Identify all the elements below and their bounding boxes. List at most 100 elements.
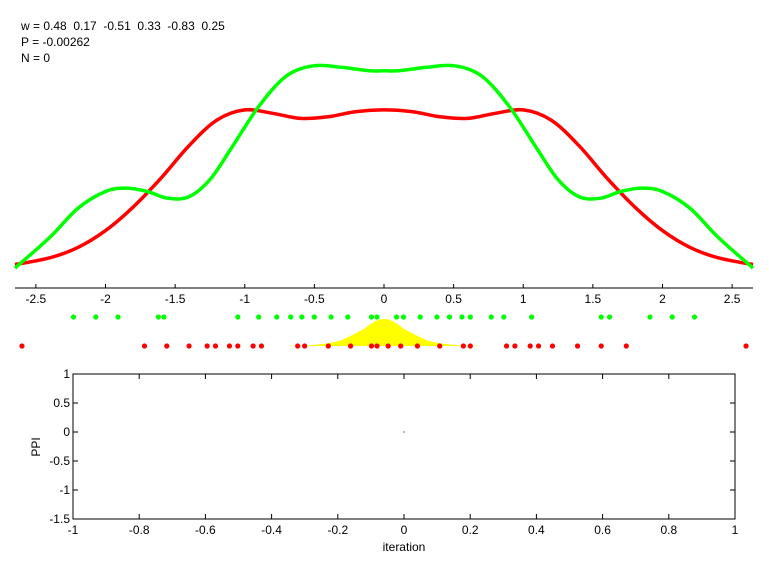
red-point bbox=[549, 343, 556, 349]
ppi-x-tick-label: -0.2 bbox=[327, 523, 348, 537]
ppi-y-tick-label: 1 bbox=[63, 367, 70, 381]
top-x-tick-label: 2.5 bbox=[724, 292, 741, 306]
red-curve bbox=[14, 107, 754, 267]
ppi-y-tick-label: -1.5 bbox=[49, 512, 70, 526]
red-point bbox=[527, 343, 533, 349]
green-point bbox=[467, 314, 473, 320]
ppi-x-tick-label: 0.6 bbox=[594, 523, 611, 537]
green-point bbox=[288, 314, 294, 320]
density-fill bbox=[283, 319, 485, 346]
green-point bbox=[446, 314, 453, 320]
green-point bbox=[606, 314, 613, 320]
point-strip bbox=[19, 314, 749, 349]
red-point bbox=[325, 343, 331, 349]
red-point bbox=[574, 343, 581, 349]
top-x-tick-label: -1 bbox=[239, 292, 250, 306]
green-point bbox=[501, 314, 507, 320]
red-point bbox=[295, 343, 301, 349]
red-point bbox=[250, 343, 256, 349]
red-points bbox=[19, 343, 749, 349]
green-point bbox=[256, 314, 262, 320]
green-point bbox=[311, 314, 317, 320]
top-x-tick-label: 0.5 bbox=[445, 292, 462, 306]
green-point bbox=[393, 314, 400, 320]
ppi-y-tick-label: -1 bbox=[59, 483, 70, 497]
top-x-ticks: -2.5 -2 -1.5 -1 -0.5 0 0.5 1 1.5 2 2.5 bbox=[26, 284, 741, 306]
red-point bbox=[623, 343, 629, 349]
red-point bbox=[414, 343, 421, 349]
red-point bbox=[347, 343, 354, 349]
green-point bbox=[374, 314, 380, 320]
ppi-x-tick-label: -0.8 bbox=[129, 523, 150, 537]
n-count-label: N = 0 bbox=[21, 51, 50, 65]
ppi-x-tick-label: 1 bbox=[732, 523, 739, 537]
top-x-tick-label: -2 bbox=[100, 292, 111, 306]
p-value-label: P = -0.00262 bbox=[21, 35, 90, 49]
green-point bbox=[598, 314, 604, 320]
ppi-y-tick-label: -0.5 bbox=[49, 454, 70, 468]
ppi-plot-frame bbox=[72, 373, 736, 520]
green-point bbox=[669, 314, 675, 320]
red-point bbox=[258, 343, 265, 349]
green-point bbox=[529, 314, 535, 320]
green-point bbox=[299, 314, 305, 320]
ppi-x-tick-label: 0.8 bbox=[660, 523, 677, 537]
green-point bbox=[434, 314, 440, 320]
red-point bbox=[460, 343, 466, 349]
top-x-tick-label: -0.5 bbox=[304, 292, 325, 306]
red-point bbox=[368, 343, 375, 349]
green-point bbox=[274, 314, 280, 320]
ppi-y-tick-label: 0.5 bbox=[53, 396, 70, 410]
ppi-x-tick-label: 0.2 bbox=[462, 523, 479, 537]
green-point bbox=[155, 314, 162, 320]
top-x-tick-label: -2.5 bbox=[26, 292, 47, 306]
green-point bbox=[417, 314, 423, 320]
red-point bbox=[512, 343, 518, 349]
green-point bbox=[345, 314, 351, 320]
top-x-tick-label: -1.5 bbox=[165, 292, 186, 306]
green-point bbox=[368, 314, 375, 320]
green-point bbox=[400, 314, 407, 320]
red-point bbox=[503, 343, 510, 349]
ppi-point bbox=[403, 431, 405, 433]
ppi-ticks: -1 -0.8 -0.6 -0.4 -0.2 0 0.2 0.4 0.6 0.8 1-1.5-1-0… bbox=[49, 367, 738, 537]
green-point bbox=[161, 314, 167, 320]
red-point bbox=[226, 343, 233, 349]
ppi-x-tick-label: -0.4 bbox=[261, 523, 282, 537]
red-point bbox=[19, 343, 25, 349]
green-point bbox=[93, 314, 99, 320]
top-x-tick-label: 2 bbox=[659, 292, 666, 306]
green-point bbox=[647, 314, 653, 320]
green-point bbox=[488, 314, 494, 320]
red-point bbox=[437, 343, 443, 349]
ppi-x-tick-label: 0.4 bbox=[528, 523, 545, 537]
green-points bbox=[70, 314, 698, 320]
top-x-tick-label: 1 bbox=[520, 292, 527, 306]
red-point bbox=[535, 343, 542, 349]
ppi-ylabel: PPI bbox=[29, 437, 43, 456]
green-point bbox=[235, 314, 241, 320]
red-point bbox=[186, 343, 192, 349]
top-plot: -2.5 -2 -1.5 -1 -0.5 0 0.5 1 1.5 2 2.5 bbox=[13, 63, 755, 306]
red-point bbox=[598, 343, 604, 349]
ppi-y-tick-label: 0 bbox=[63, 425, 70, 439]
green-curve bbox=[13, 63, 755, 270]
ppi-plot: -1 -0.8 -0.6 -0.4 -0.2 0 0.2 0.4 0.6 0.8 1-1.5-1-0… bbox=[29, 367, 739, 554]
green-point bbox=[115, 314, 121, 320]
red-point bbox=[164, 343, 170, 349]
ppi-x-tick-label: -0.6 bbox=[195, 523, 216, 537]
density-area bbox=[283, 319, 485, 346]
green-point bbox=[328, 314, 334, 320]
red-point bbox=[398, 343, 404, 349]
green-point bbox=[70, 314, 77, 320]
red-point bbox=[374, 343, 380, 349]
green-point bbox=[459, 314, 465, 320]
red-point bbox=[204, 343, 210, 349]
ppi-series bbox=[403, 431, 405, 433]
red-point bbox=[467, 343, 473, 349]
red-point bbox=[385, 343, 391, 349]
top-x-tick-label: 0 bbox=[381, 292, 388, 306]
weights-label: w = 0.48 0.17 -0.51 0.33 -0.83 0.25 bbox=[20, 19, 225, 33]
ppi-x-tick-label: 0 bbox=[401, 523, 408, 537]
